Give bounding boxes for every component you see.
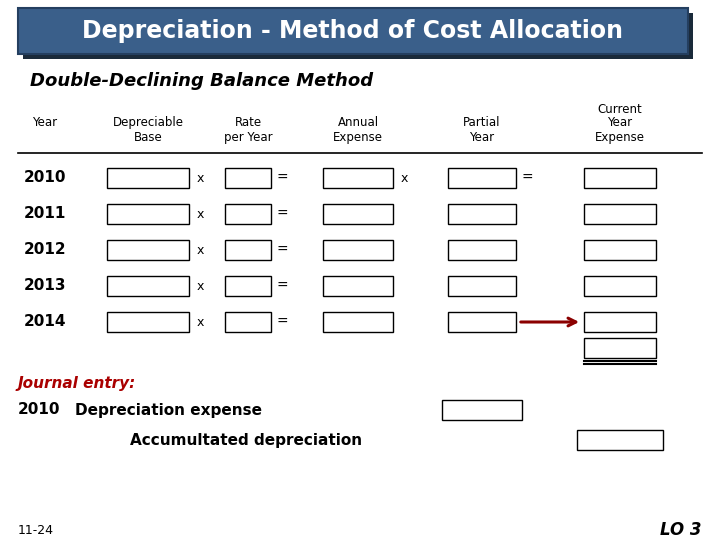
Text: x: x — [400, 172, 408, 185]
Bar — [225, 204, 271, 224]
Text: Year
Expense: Year Expense — [595, 116, 645, 144]
Bar — [577, 430, 663, 450]
Bar — [323, 168, 393, 188]
Bar — [584, 168, 656, 188]
Text: LO 3: LO 3 — [660, 521, 702, 539]
Bar — [225, 240, 271, 260]
Text: 2012: 2012 — [24, 242, 66, 258]
Text: x: x — [197, 172, 204, 185]
Text: =: = — [276, 207, 288, 221]
Bar — [107, 240, 189, 260]
Bar — [23, 13, 693, 59]
Text: 2010: 2010 — [24, 171, 66, 186]
Bar — [107, 168, 189, 188]
Text: 11-24: 11-24 — [18, 523, 54, 537]
Bar — [448, 276, 516, 296]
Bar — [107, 312, 189, 332]
Text: =: = — [276, 315, 288, 329]
Text: Rate
per Year: Rate per Year — [224, 116, 272, 144]
Bar — [18, 8, 688, 54]
Bar — [225, 168, 271, 188]
Bar — [225, 276, 271, 296]
Text: x: x — [197, 315, 204, 328]
Text: 2013: 2013 — [24, 279, 66, 294]
Bar — [107, 204, 189, 224]
Text: =: = — [276, 243, 288, 257]
Text: x: x — [197, 280, 204, 293]
Text: Depreciable
Base: Depreciable Base — [112, 116, 184, 144]
Bar — [448, 240, 516, 260]
Bar — [323, 276, 393, 296]
Text: =: = — [276, 279, 288, 293]
Text: x: x — [197, 244, 204, 256]
Text: Depreciation - Method of Cost Allocation: Depreciation - Method of Cost Allocation — [83, 19, 624, 43]
Bar — [448, 312, 516, 332]
Bar — [448, 204, 516, 224]
Bar — [584, 338, 656, 358]
Bar — [323, 240, 393, 260]
Text: =: = — [276, 171, 288, 185]
Bar — [323, 312, 393, 332]
Bar — [584, 276, 656, 296]
Text: x: x — [197, 207, 204, 220]
Text: 2014: 2014 — [24, 314, 66, 329]
Text: =: = — [521, 171, 533, 185]
Text: 2010: 2010 — [18, 402, 60, 417]
Text: Accumultated depreciation: Accumultated depreciation — [130, 433, 362, 448]
Text: Double-Declining Balance Method: Double-Declining Balance Method — [30, 72, 373, 90]
Bar — [584, 312, 656, 332]
Text: Depreciation expense: Depreciation expense — [75, 402, 262, 417]
Bar — [448, 168, 516, 188]
Bar — [323, 204, 393, 224]
Text: Current: Current — [598, 103, 642, 116]
Text: Annual
Expense: Annual Expense — [333, 116, 383, 144]
Bar — [584, 240, 656, 260]
Bar — [442, 400, 522, 420]
Text: Partial
Year: Partial Year — [463, 116, 500, 144]
Bar — [107, 276, 189, 296]
Bar — [225, 312, 271, 332]
Text: Journal entry:: Journal entry: — [18, 376, 136, 391]
Text: 2011: 2011 — [24, 206, 66, 221]
Text: Year: Year — [32, 116, 58, 129]
Bar — [584, 204, 656, 224]
